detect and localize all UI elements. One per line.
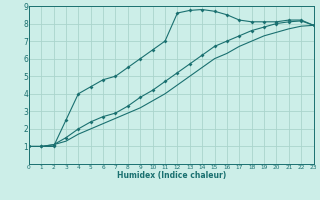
X-axis label: Humidex (Indice chaleur): Humidex (Indice chaleur) <box>116 171 226 180</box>
